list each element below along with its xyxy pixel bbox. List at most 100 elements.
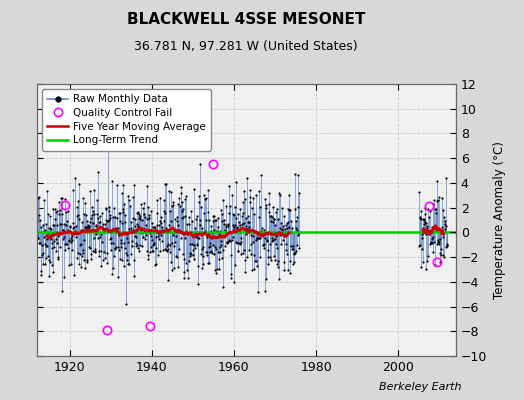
Point bbox=[54, 199, 63, 205]
Point bbox=[176, 226, 184, 233]
Point bbox=[286, 270, 294, 276]
Point bbox=[271, 208, 280, 215]
Point bbox=[118, 220, 126, 226]
Point bbox=[110, 228, 118, 234]
Point bbox=[241, 257, 249, 263]
Point bbox=[195, 216, 204, 223]
Point bbox=[260, 227, 269, 233]
Point bbox=[439, 251, 447, 258]
Point bbox=[72, 234, 80, 240]
Point bbox=[67, 234, 75, 241]
Point bbox=[230, 212, 238, 218]
Point bbox=[54, 254, 62, 260]
Point bbox=[291, 250, 299, 257]
Point bbox=[114, 244, 123, 250]
Point bbox=[191, 232, 200, 238]
Point bbox=[196, 204, 205, 211]
Point bbox=[421, 231, 430, 237]
Point bbox=[256, 254, 265, 260]
Point bbox=[213, 228, 221, 234]
Point bbox=[268, 219, 277, 226]
Point bbox=[46, 259, 54, 265]
Y-axis label: Temperature Anomaly (°C): Temperature Anomaly (°C) bbox=[493, 141, 506, 299]
Point bbox=[105, 208, 114, 214]
Point bbox=[166, 242, 174, 248]
Point bbox=[130, 273, 138, 279]
Point bbox=[279, 267, 288, 274]
Point bbox=[264, 260, 272, 267]
Point bbox=[190, 256, 198, 262]
Point bbox=[111, 214, 119, 220]
Point bbox=[209, 212, 217, 219]
Point bbox=[131, 216, 139, 222]
Point bbox=[177, 235, 185, 241]
Point bbox=[423, 253, 432, 260]
Point bbox=[272, 233, 280, 240]
Point bbox=[151, 245, 160, 252]
Point bbox=[72, 255, 81, 262]
Point bbox=[66, 229, 74, 236]
Point bbox=[42, 221, 50, 227]
Point bbox=[239, 220, 248, 226]
Point bbox=[263, 237, 271, 243]
Point bbox=[68, 233, 77, 239]
Point bbox=[418, 235, 426, 241]
Point bbox=[150, 224, 159, 230]
Point bbox=[246, 240, 255, 247]
Point bbox=[36, 240, 45, 246]
Point bbox=[249, 233, 257, 239]
Point bbox=[239, 199, 247, 205]
Point bbox=[267, 234, 276, 241]
Point bbox=[146, 228, 155, 234]
Point bbox=[34, 234, 42, 241]
Point bbox=[167, 218, 175, 225]
Point bbox=[141, 236, 149, 242]
Point bbox=[178, 215, 186, 221]
Point bbox=[149, 224, 158, 230]
Point bbox=[138, 234, 147, 240]
Point bbox=[57, 221, 65, 228]
Point bbox=[135, 248, 144, 254]
Point bbox=[111, 245, 119, 252]
Point bbox=[180, 256, 188, 262]
Point bbox=[78, 253, 86, 259]
Point bbox=[241, 196, 249, 202]
Point bbox=[200, 192, 208, 198]
Point bbox=[427, 240, 435, 246]
Point bbox=[80, 256, 89, 263]
Point bbox=[63, 227, 72, 234]
Point bbox=[242, 215, 250, 221]
Point bbox=[140, 211, 148, 218]
Point bbox=[143, 182, 151, 189]
Point bbox=[104, 218, 112, 224]
Point bbox=[53, 240, 61, 246]
Point bbox=[174, 246, 183, 252]
Point bbox=[100, 228, 108, 234]
Point bbox=[208, 249, 216, 256]
Point bbox=[48, 262, 56, 268]
Point bbox=[184, 258, 193, 264]
Point bbox=[261, 288, 270, 294]
Point bbox=[59, 227, 67, 234]
Point bbox=[270, 236, 279, 242]
Point bbox=[269, 253, 278, 260]
Point bbox=[179, 214, 187, 220]
Point bbox=[71, 228, 79, 234]
Point bbox=[422, 220, 431, 226]
Point bbox=[106, 236, 114, 242]
Point bbox=[277, 205, 286, 211]
Point bbox=[181, 213, 189, 220]
Point bbox=[253, 235, 261, 241]
Point bbox=[293, 242, 301, 248]
Point bbox=[88, 203, 96, 210]
Point bbox=[135, 215, 143, 222]
Point bbox=[100, 226, 108, 232]
Point bbox=[243, 254, 251, 261]
Point bbox=[238, 210, 247, 216]
Point bbox=[32, 218, 41, 224]
Point bbox=[128, 238, 136, 244]
Point bbox=[260, 245, 268, 252]
Point bbox=[227, 237, 236, 243]
Point bbox=[50, 238, 58, 244]
Point bbox=[132, 243, 140, 250]
